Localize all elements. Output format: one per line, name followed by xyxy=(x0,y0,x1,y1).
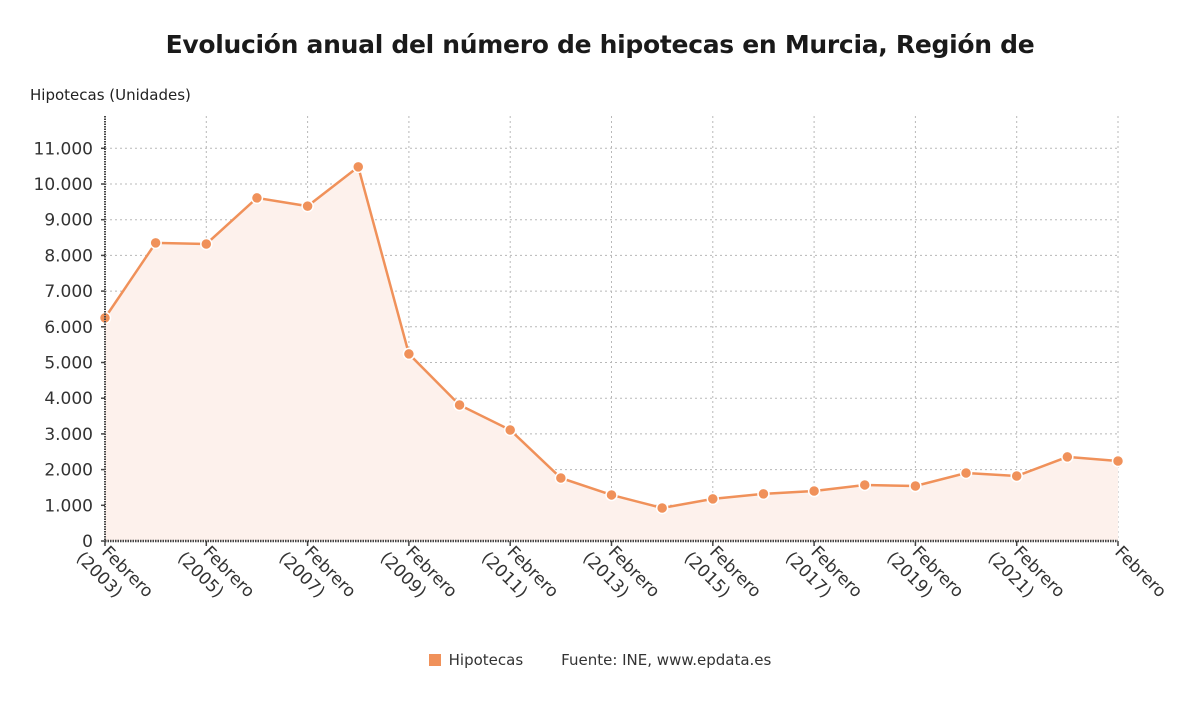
data-point[interactable] xyxy=(503,423,517,437)
svg-text:10.000: 10.000 xyxy=(34,175,93,195)
data-point[interactable] xyxy=(807,484,821,498)
data-point[interactable] xyxy=(402,347,416,361)
area-fill xyxy=(105,166,1118,541)
data-point[interactable] xyxy=(909,479,922,493)
source-note: Fuente: INE, www.epdata.es xyxy=(561,651,772,669)
svg-text:6.000: 6.000 xyxy=(44,318,93,338)
svg-text:Febrero: Febrero xyxy=(1110,542,1170,602)
legend-item-hipotecas[interactable]: Hipotecas xyxy=(428,651,524,669)
svg-text:11.000: 11.000 xyxy=(34,139,93,159)
svg-text:5.000: 5.000 xyxy=(44,354,93,374)
svg-text:7.000: 7.000 xyxy=(44,282,93,302)
y-axis-ticks: 0 1.000 2.000 3.000 4.000 5.000 6.000 7.000 8.00… xyxy=(34,139,105,552)
data-point[interactable] xyxy=(250,191,264,205)
data-points xyxy=(98,160,1125,515)
data-point[interactable] xyxy=(757,487,770,501)
data-point[interactable] xyxy=(1010,469,1023,483)
data-point[interactable] xyxy=(149,236,162,250)
svg-text:0: 0 xyxy=(82,532,93,552)
svg-text:3.000: 3.000 xyxy=(44,425,93,445)
data-point[interactable] xyxy=(858,478,871,492)
data-point[interactable] xyxy=(959,466,973,480)
svg-text:9.000: 9.000 xyxy=(44,211,93,231)
x-axis-ticks: Febrero(2003) Febrero(2005) Febrero(2007) F… xyxy=(72,541,1170,602)
svg-text:2.000: 2.000 xyxy=(44,461,93,481)
legend-label: Hipotecas xyxy=(448,651,524,669)
y-axis-label: Hipotecas (Unidades) xyxy=(30,86,191,104)
legend: Hipotecas Fuente: INE, www.epdata.es xyxy=(0,651,1200,669)
data-point[interactable] xyxy=(1061,450,1074,464)
legend-swatch-icon xyxy=(428,654,441,666)
data-point[interactable] xyxy=(655,501,669,515)
svg-text:1.000: 1.000 xyxy=(44,496,93,516)
data-point[interactable] xyxy=(352,160,365,174)
data-point[interactable] xyxy=(554,471,568,485)
data-point[interactable] xyxy=(1111,454,1125,468)
data-point[interactable] xyxy=(706,492,720,506)
data-point[interactable] xyxy=(453,398,466,412)
data-point[interactable] xyxy=(301,199,314,213)
data-point[interactable] xyxy=(200,237,213,251)
grid-lines xyxy=(105,116,1119,541)
svg-text:4.000: 4.000 xyxy=(44,389,93,409)
chart-title: Evolución anual del número de hipotecas … xyxy=(165,30,1035,59)
data-point[interactable] xyxy=(605,488,618,502)
svg-text:8.000: 8.000 xyxy=(44,246,93,266)
